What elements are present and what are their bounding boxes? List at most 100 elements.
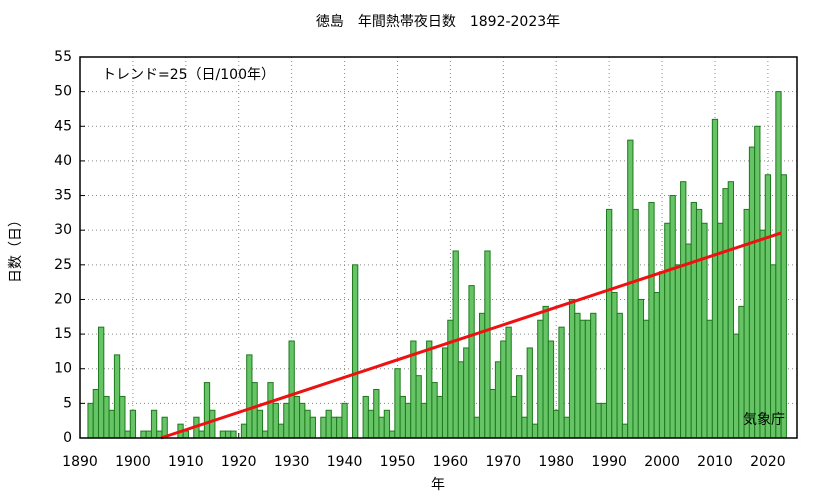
bar <box>632 208 639 439</box>
bar <box>621 423 629 439</box>
bar <box>505 326 512 439</box>
y-tick-label: 55 <box>54 49 72 65</box>
bar <box>145 430 152 439</box>
bar <box>119 395 126 439</box>
bar <box>431 382 438 439</box>
bar <box>426 340 433 439</box>
bar <box>542 305 549 439</box>
bar <box>441 347 449 439</box>
y-axis-label: 日数（日） <box>8 213 24 283</box>
bar <box>240 423 248 439</box>
bar <box>637 298 645 439</box>
bar <box>330 416 338 439</box>
bar <box>299 402 306 439</box>
bar <box>537 319 544 439</box>
bar <box>463 347 470 439</box>
bar <box>759 229 766 439</box>
bar <box>680 181 687 439</box>
bar <box>325 409 332 439</box>
x-tick-label: 2020 <box>750 454 786 470</box>
bar <box>129 409 137 439</box>
bar <box>320 416 327 439</box>
bar <box>643 319 650 439</box>
bar <box>341 402 348 439</box>
source-annotation: 気象庁 <box>743 412 785 428</box>
bar <box>606 208 613 439</box>
bar <box>669 195 676 439</box>
y-tick-label: 5 <box>63 395 72 411</box>
bar <box>225 430 232 439</box>
bar <box>352 264 359 439</box>
bar <box>722 188 729 439</box>
bar <box>182 430 189 439</box>
bar <box>92 389 100 439</box>
y-tick-label: 10 <box>54 361 72 377</box>
bar <box>383 409 391 439</box>
x-tick-label: 1890 <box>62 454 98 470</box>
bar <box>378 416 385 439</box>
bar <box>309 416 316 439</box>
bar <box>521 416 528 439</box>
bar <box>764 174 772 439</box>
x-tick-label: 1960 <box>433 454 469 470</box>
bar <box>584 319 592 439</box>
y-tick-label: 0 <box>63 430 72 446</box>
chart-title: 徳島 年間熱帯夜日数 1892-2023年 <box>316 14 560 30</box>
bar <box>727 181 735 439</box>
bar <box>775 91 782 439</box>
y-tick-label: 20 <box>54 291 72 307</box>
bar <box>600 402 608 439</box>
bar <box>558 326 565 439</box>
x-tick-label: 1910 <box>168 454 204 470</box>
y-tick-label: 35 <box>54 188 72 204</box>
bar <box>489 389 496 439</box>
bar <box>399 395 406 439</box>
y-tick-label: 30 <box>54 222 72 238</box>
x-tick-label: 1970 <box>486 454 522 470</box>
x-tick-label: 1900 <box>115 454 151 470</box>
bar <box>611 292 618 439</box>
bar <box>436 395 443 439</box>
bar <box>748 146 756 439</box>
x-tick-label: 1950 <box>380 454 416 470</box>
bar <box>420 402 428 439</box>
bar <box>246 354 253 439</box>
bar <box>706 319 713 439</box>
bar <box>484 250 491 439</box>
bar <box>113 354 121 439</box>
bar <box>362 395 369 439</box>
bar <box>219 430 227 439</box>
x-tick-label: 1990 <box>591 454 627 470</box>
y-tick-label: 25 <box>54 257 72 273</box>
trend-line <box>160 231 782 440</box>
bar <box>674 264 682 439</box>
bar <box>272 402 279 439</box>
bar <box>711 118 719 439</box>
bar <box>124 430 131 439</box>
y-tick-label: 50 <box>54 84 72 100</box>
trend-annotation: トレンド=25（日/100年） <box>102 67 275 83</box>
y-tick-label: 15 <box>54 326 72 342</box>
bar <box>690 201 697 439</box>
bar <box>526 347 533 439</box>
bar <box>468 285 475 439</box>
bar <box>568 298 576 439</box>
bar <box>457 361 465 439</box>
bar <box>389 430 396 439</box>
bar <box>209 409 216 439</box>
bar <box>733 333 740 439</box>
bar <box>283 402 290 439</box>
bar <box>547 340 555 439</box>
bar <box>685 243 692 439</box>
bar <box>494 361 502 439</box>
y-tick-label: 40 <box>54 153 72 169</box>
bar <box>293 395 301 439</box>
bar <box>579 319 586 439</box>
bar <box>256 409 264 439</box>
bar <box>108 409 115 439</box>
bar <box>616 312 623 439</box>
bar <box>531 423 539 439</box>
bar <box>590 312 597 439</box>
bar <box>510 395 518 439</box>
